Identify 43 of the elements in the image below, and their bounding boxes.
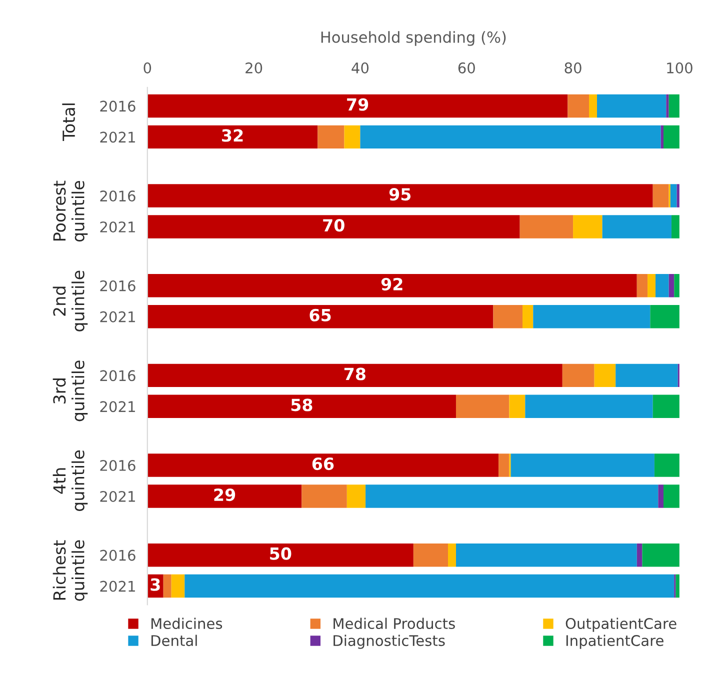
- data-label: 70: [323, 218, 344, 232]
- y-tick-label: 2021: [100, 580, 135, 592]
- y-tick-label: 2016: [100, 100, 136, 112]
- y-tick-label: 2016: [100, 190, 136, 202]
- data-label: 29: [214, 488, 236, 502]
- y-tick-label: 2016: [100, 280, 136, 292]
- data-label: 3: [150, 578, 160, 591]
- text: 3rd quintile: [52, 360, 88, 422]
- y-tick-label: 2016: [100, 460, 136, 471]
- legend-label: Medicines: [151, 618, 222, 630]
- legend-label: InpatientCare: [566, 634, 664, 649]
- legend-label: DiagnosticTests: [334, 634, 445, 649]
- data-label: 66: [312, 458, 334, 470]
- x-tick-label: 40: [352, 62, 369, 74]
- legend-label: Dental: [151, 634, 197, 646]
- x-tick-label: 0: [144, 62, 152, 74]
- y-tick-label: 2021: [100, 401, 135, 412]
- y-tick-label: 2021: [100, 311, 135, 322]
- data-label: 50: [270, 547, 292, 560]
- legend-label: Medical Products: [334, 618, 455, 630]
- y-tick-label: 2016: [100, 370, 136, 382]
- y-tick-label: 2021: [100, 221, 135, 233]
- data-label: 32: [222, 129, 243, 142]
- data-label: 78: [344, 368, 366, 380]
- data-label: 79: [347, 98, 368, 111]
- x-tick-label: 20: [246, 62, 262, 74]
- text: 2nd quintile: [52, 270, 88, 332]
- text: 4th quintile: [52, 450, 88, 512]
- y-tick-label: 2016: [100, 550, 136, 561]
- y-tick-label: 2021: [100, 490, 135, 502]
- data-label: 65: [310, 308, 331, 322]
- x-tick-label: 80: [564, 62, 582, 74]
- x-tick-label: 60: [458, 62, 475, 74]
- x-tick-label: 100: [667, 62, 692, 74]
- text: Total: [62, 104, 76, 141]
- x-axis-title: Household spending (%): [321, 31, 506, 46]
- y-tick-label: 2021: [100, 132, 135, 143]
- data-label: 95: [389, 188, 411, 201]
- data-label: 58: [291, 398, 312, 412]
- legend-label: OutpatientCare: [566, 618, 676, 632]
- text: Richest quintile: [52, 540, 88, 601]
- data-label: 92: [381, 278, 402, 290]
- text: Poorest quintile: [53, 180, 88, 242]
